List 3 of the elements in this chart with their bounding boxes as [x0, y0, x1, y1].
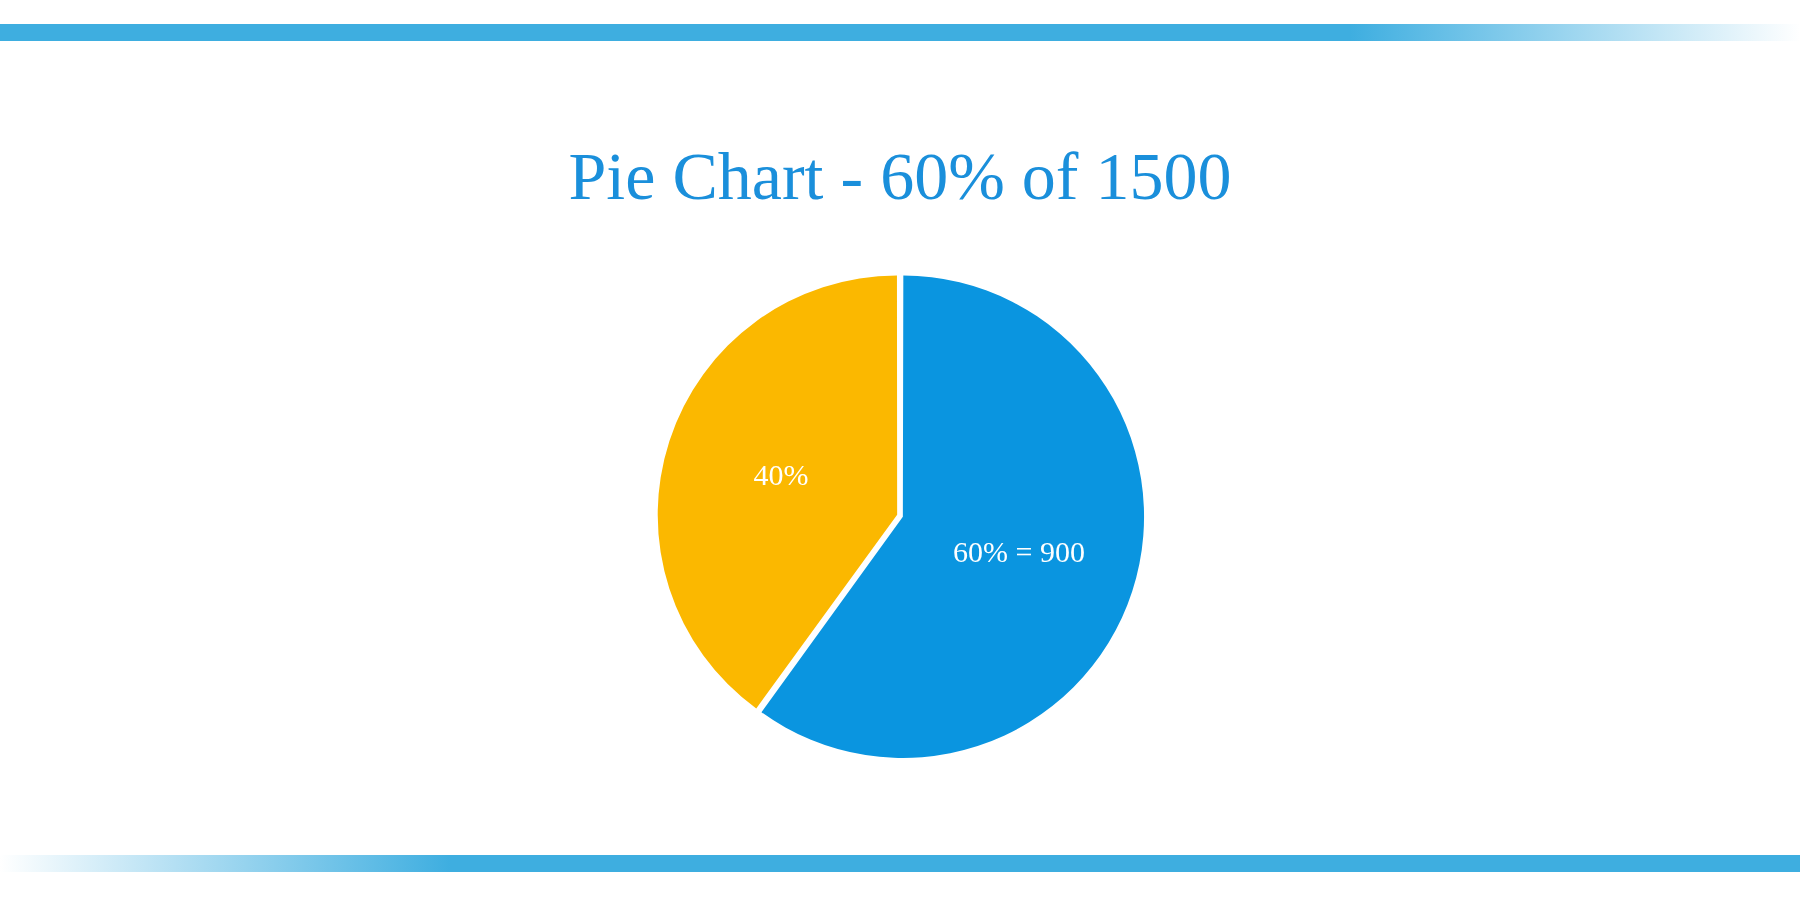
data-label: 60% = 900: [953, 535, 1085, 569]
chart-title: Pie Chart - 60% of 1500: [568, 137, 1232, 214]
data-label: 40%: [753, 458, 809, 492]
